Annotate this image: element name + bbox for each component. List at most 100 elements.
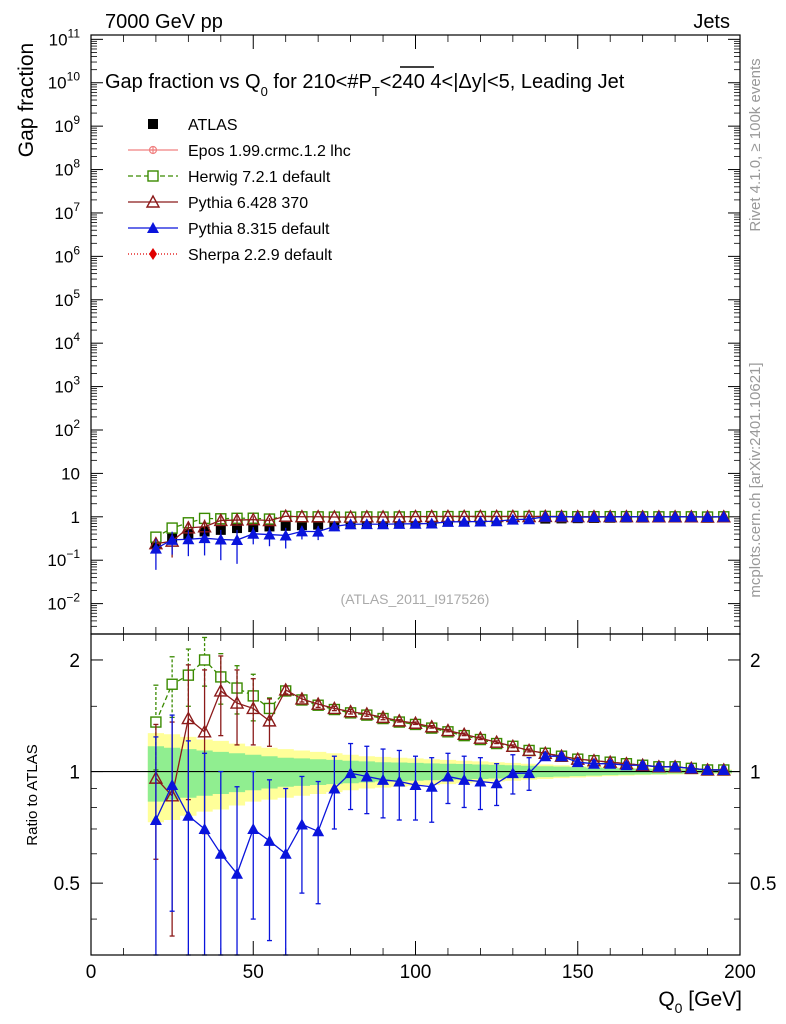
top-tick-label-exp: 3	[73, 374, 80, 388]
top-tick-label: 1	[71, 508, 80, 527]
mcplots-label: mcplots.cern.ch [arXiv:2401.10621]	[747, 362, 764, 597]
top-series	[148, 508, 731, 570]
pythia-8315-top-point	[604, 510, 617, 522]
pythia-6428-ratio-point	[408, 715, 423, 729]
pythia-8315-top-point	[669, 510, 682, 522]
pythia-8315-ratio-point	[149, 814, 162, 826]
top-tick-label-exp: 11	[68, 26, 81, 40]
analysis-watermark: (ATLAS_2011_I917526)	[341, 591, 490, 607]
ratio-series	[148, 636, 731, 956]
pythia-8315-ratio-point	[506, 767, 519, 779]
pythia-8315-top-point	[539, 510, 552, 522]
pythia-6428-ratio-point	[375, 709, 391, 724]
top-tick-label-exp: 8	[73, 157, 80, 171]
atlas-point	[280, 520, 291, 531]
pythia-8315-ratio-point	[182, 809, 195, 821]
pythia-8315-top-point	[490, 515, 503, 527]
pythia-8315-top-point	[279, 529, 292, 541]
legend-marker	[147, 222, 159, 233]
pythia-8315-top-point	[458, 515, 471, 527]
top-tick-label: 108	[54, 157, 80, 180]
pythia-8315-ratio-point	[263, 834, 276, 846]
pythia-6428-ratio-point	[424, 719, 439, 733]
pythia-8315-top-point	[393, 517, 406, 529]
pythia-8315-ratio-point	[360, 770, 373, 782]
ratio-y-axis: 0.5 0.5 1 1 2 2	[54, 651, 776, 920]
pythia-6428-ratio-point	[310, 696, 326, 710]
top-tick-label: 1011	[49, 26, 81, 49]
pythia-8315-top-point	[474, 515, 487, 527]
pythia-8315-top-point	[717, 510, 730, 522]
atlas-point	[264, 521, 275, 532]
ratio-tick-label: 2	[69, 651, 80, 672]
pythia-8315-ratio-point	[539, 750, 552, 762]
pythia-8315-ratio-point	[344, 767, 357, 779]
rivet-label: Rivet 4.1.0, ≥ 100k events	[747, 58, 764, 231]
ratio-y-axis-label: Ratio to ATLAS	[24, 744, 41, 845]
legend-label: Epos 1.99.crmc.1.2 lhc	[188, 143, 351, 160]
pythia-8315-ratio-point	[166, 778, 179, 790]
top-tick-label-base: 10	[54, 161, 73, 180]
top-tick-label-base: 10	[48, 74, 67, 93]
pythia-8315-ratio-point	[490, 777, 503, 789]
top-y-axis: 10−210−111010210310410510610710810910101…	[47, 26, 740, 635]
top-tick-label-base: 10	[54, 247, 73, 266]
legend-label: Pythia 6.428 370	[188, 195, 308, 212]
top-tick-label: 1010	[48, 70, 81, 93]
top-tick-label-exp: 9	[73, 113, 80, 127]
pythia-6428-ratio-point	[473, 730, 488, 744]
pythia-8315-ratio-point	[279, 847, 292, 859]
ratio-tick-label: 1	[69, 763, 80, 784]
pythia-8315-top-point	[587, 511, 600, 523]
pythia-8315-ratio-point	[231, 867, 244, 879]
pythia-8315-top-point	[701, 510, 714, 522]
pythia-6428-top-point	[294, 509, 310, 523]
top-tick-label: 106	[54, 243, 80, 266]
top-tick-label-base: 1	[71, 508, 80, 527]
pythia-8315-top-point	[328, 520, 341, 532]
pythia-6428-top-point	[262, 513, 277, 527]
pythia-8315-top-point	[182, 533, 195, 545]
pythia-6428-ratio-point	[456, 726, 472, 741]
pythia-8315-ratio-point	[571, 756, 584, 768]
pythia-8315-ratio-point	[328, 782, 341, 794]
ratio-tick-label-right: 2	[750, 651, 761, 672]
pythia-8315-top-point	[555, 510, 568, 522]
pythia-8315-ratio-point	[312, 825, 325, 837]
top-tick-label-exp: 6	[73, 243, 80, 257]
top-tick-label-exp: −2	[66, 591, 80, 605]
pythia-8315-ratio-point	[458, 773, 471, 785]
pythia-8315-ratio-point	[636, 759, 649, 771]
pythia-8315-top-point	[523, 513, 536, 525]
top-tick-label-base: 10	[54, 334, 73, 353]
legend-marker	[149, 248, 157, 260]
top-tick-label: 102	[54, 417, 80, 440]
pythia-6428-top-point	[229, 512, 245, 526]
pythia-8315-top-point	[377, 518, 390, 530]
pythia-8315-ratio-point	[393, 775, 406, 787]
top-tick-label: 10	[61, 464, 80, 483]
pythia-6428-ratio-point	[294, 691, 310, 705]
pythia-6428-ratio-point	[197, 724, 212, 738]
pythia-8315-ratio-point	[425, 780, 438, 792]
pythia-6428-top-point	[278, 508, 293, 522]
atlas-point	[313, 519, 324, 530]
top-tick-label: 105	[54, 287, 80, 310]
top-tick-label-exp: −1	[66, 547, 80, 561]
legend-label: Herwig 7.2.1 default	[188, 169, 331, 186]
top-tick-label-exp: 4	[73, 330, 80, 344]
pythia-6428-ratio-point	[181, 711, 196, 725]
top-tick-label: 109	[54, 113, 80, 136]
x-tick-label: 150	[562, 962, 594, 983]
pythia-8315-top-point	[571, 511, 584, 523]
top-tick-label: 103	[54, 374, 80, 397]
pythia-8315-ratio-point	[474, 775, 487, 787]
pythia-6428-ratio-point	[278, 682, 293, 696]
pythia-8315-top-point	[247, 527, 260, 539]
pythia-8315-top-point	[295, 525, 308, 537]
pythia-8315-ratio-point	[669, 760, 682, 772]
pythia-6428-ratio-point	[392, 713, 407, 727]
top-tick-label-base: 10	[49, 30, 68, 49]
pythia-8315-ratio-point	[701, 763, 714, 775]
